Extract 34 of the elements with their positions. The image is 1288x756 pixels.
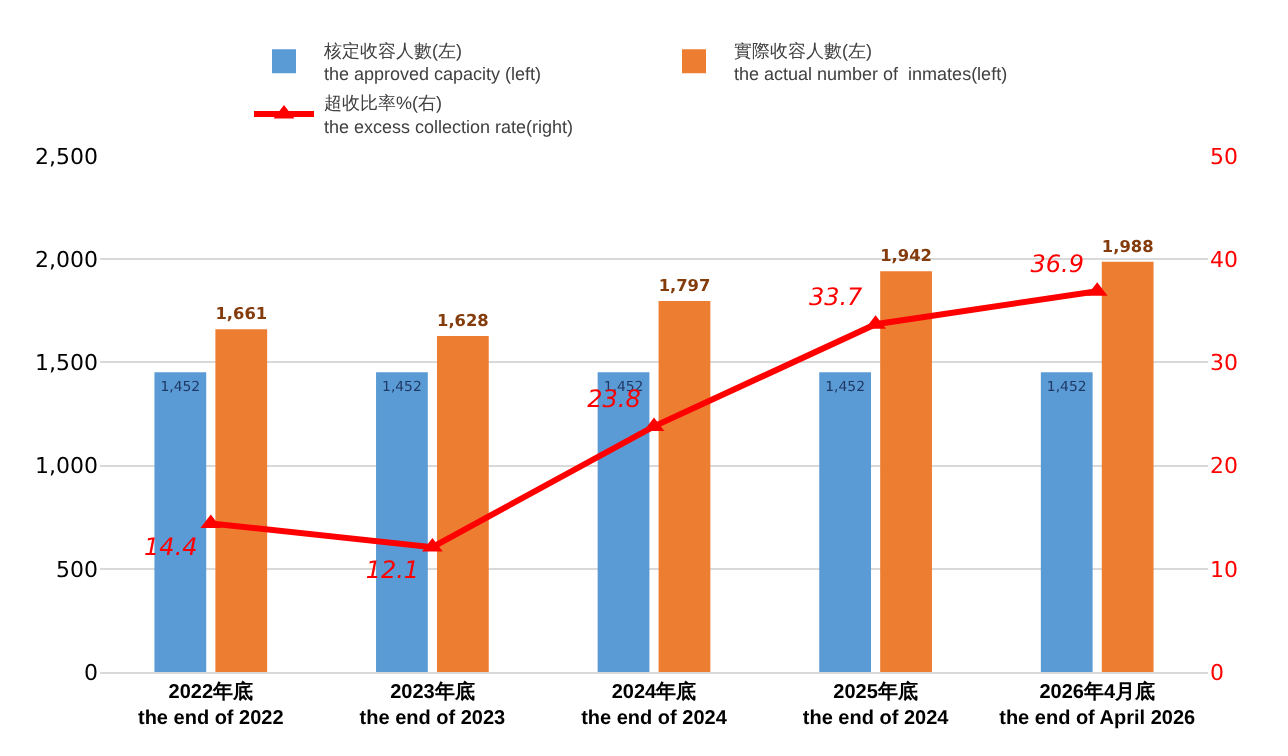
bar — [215, 329, 268, 672]
x-tick-label: 2025年底 the end of 2024 — [802, 680, 950, 730]
data-label: 1,661 — [215, 303, 268, 324]
bar — [819, 372, 872, 672]
data-label: 36.9 — [1030, 249, 1084, 278]
y2-tick-label: 50 — [1210, 143, 1238, 170]
x-tick-label: 2026年4月底 the end of April 2026 — [999, 680, 1197, 730]
data-label: 33.7 — [808, 282, 864, 311]
data-label: 1,797 — [658, 275, 711, 296]
data-label: 1,628 — [437, 309, 490, 330]
x-tick-label: 2023年底 the end of 2023 — [359, 680, 507, 730]
legend-label: 實際收容人數(左) the actual number of inmates(left) — [734, 40, 1008, 84]
y2-tick-label: 30 — [1210, 350, 1238, 377]
bar — [880, 271, 932, 672]
y-tick-label: 2,500 — [35, 143, 98, 170]
y-tick-label: 0 — [84, 659, 98, 686]
x-tick-label: 2024年底 the end of 2024 — [581, 680, 728, 730]
bar — [1101, 261, 1154, 672]
bar — [436, 335, 489, 672]
y-tick-label: 2,000 — [35, 246, 98, 273]
y2-tick-label: 0 — [1210, 659, 1224, 686]
x-tick-label: 2022年底 the end of 2022 — [137, 680, 285, 730]
y2-tick-label: 10 — [1210, 556, 1238, 583]
y-tick-label: 500 — [56, 556, 98, 583]
y-tick-label: 1,000 — [35, 453, 98, 480]
data-label: 1,988 — [1101, 235, 1155, 256]
bar — [658, 301, 711, 672]
legend-label: 核定收容人數(左) the approved capacity (left) — [322, 40, 542, 84]
y2-tick-label: 40 — [1210, 246, 1238, 273]
data-label: 1,942 — [880, 245, 932, 266]
legend-label: 超收比率%(右) the excess collection rate(right) — [324, 93, 574, 137]
bar — [1040, 372, 1093, 672]
y2-tick-label: 20 — [1210, 453, 1238, 480]
y-tick-label: 1,500 — [35, 350, 98, 377]
